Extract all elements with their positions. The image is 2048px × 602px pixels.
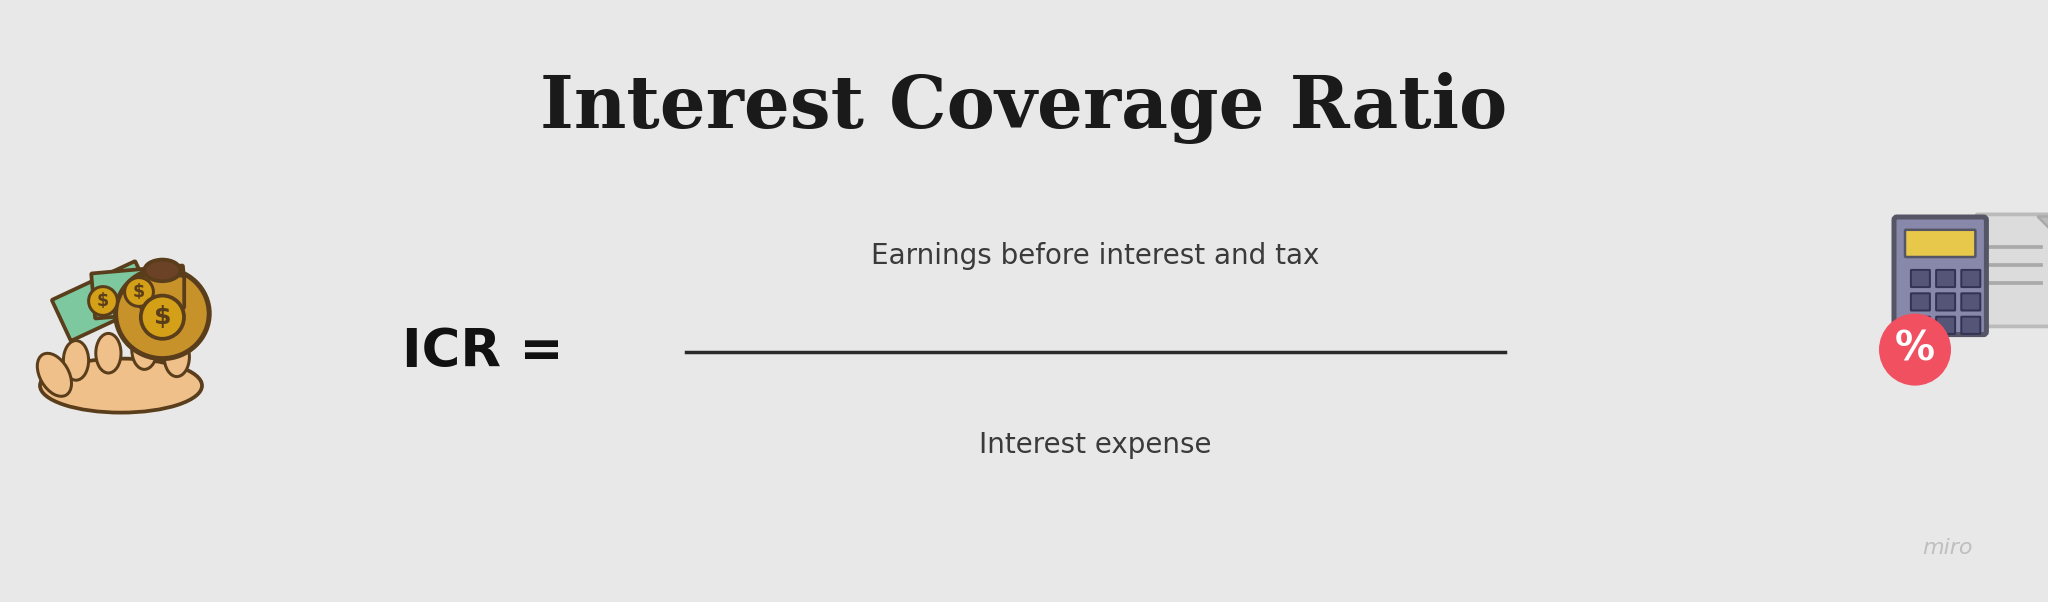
Text: $: $: [96, 292, 109, 310]
Ellipse shape: [37, 353, 72, 396]
Ellipse shape: [131, 330, 158, 370]
Text: $: $: [133, 283, 145, 301]
Text: miro: miro: [1921, 538, 1972, 558]
FancyBboxPatch shape: [141, 276, 184, 308]
FancyBboxPatch shape: [1976, 214, 2048, 326]
Circle shape: [1878, 314, 1952, 386]
Ellipse shape: [41, 359, 203, 412]
FancyBboxPatch shape: [1911, 317, 1929, 334]
Text: Interest Coverage Ratio: Interest Coverage Ratio: [541, 72, 1507, 144]
FancyBboxPatch shape: [1911, 293, 1929, 311]
FancyBboxPatch shape: [1962, 317, 1980, 334]
Text: ICR =: ICR =: [401, 326, 563, 378]
Ellipse shape: [115, 268, 209, 359]
Circle shape: [88, 287, 117, 315]
FancyBboxPatch shape: [51, 261, 154, 341]
Polygon shape: [2038, 216, 2048, 238]
FancyBboxPatch shape: [1935, 270, 1956, 287]
Text: Earnings before interest and tax: Earnings before interest and tax: [872, 242, 1319, 270]
Ellipse shape: [164, 337, 188, 377]
Text: $: $: [154, 305, 172, 329]
Ellipse shape: [96, 334, 121, 373]
Ellipse shape: [145, 259, 180, 281]
Text: %: %: [1894, 330, 1935, 370]
Circle shape: [141, 296, 184, 339]
FancyBboxPatch shape: [1894, 217, 1987, 335]
Circle shape: [125, 278, 154, 306]
FancyBboxPatch shape: [1962, 293, 1980, 311]
FancyBboxPatch shape: [92, 265, 186, 318]
FancyBboxPatch shape: [1935, 293, 1956, 311]
FancyBboxPatch shape: [1935, 317, 1956, 334]
FancyBboxPatch shape: [1905, 230, 1976, 257]
Text: Interest expense: Interest expense: [979, 432, 1212, 459]
FancyBboxPatch shape: [1911, 270, 1929, 287]
FancyBboxPatch shape: [1962, 270, 1980, 287]
Ellipse shape: [63, 341, 88, 380]
